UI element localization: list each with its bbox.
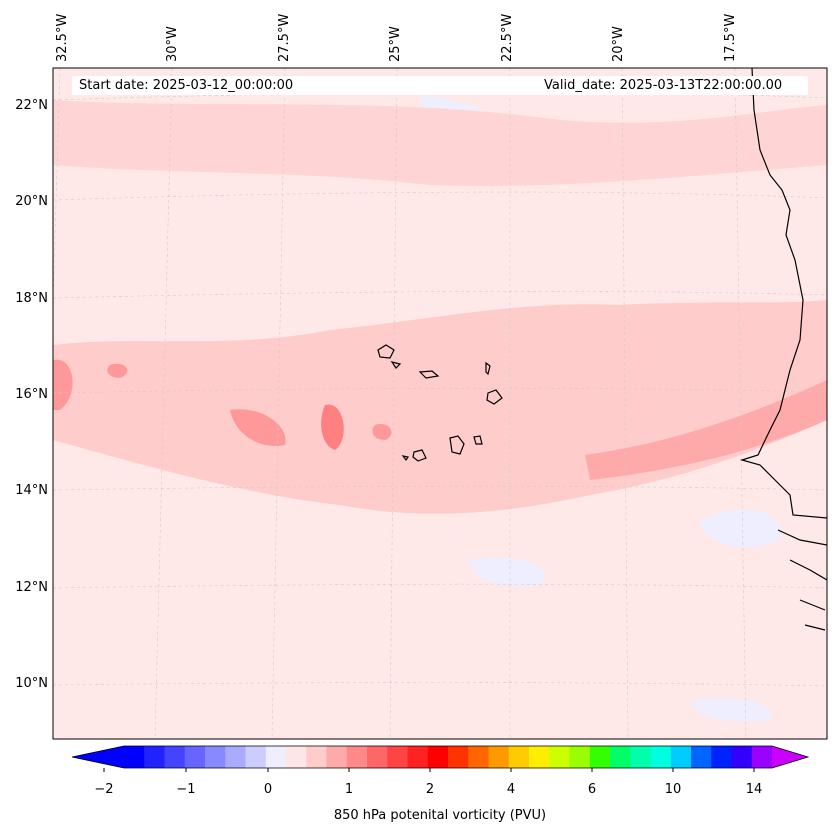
colorbar-segment bbox=[448, 746, 469, 768]
lat-label: 14°N bbox=[15, 483, 48, 498]
colorbar-segment bbox=[508, 746, 530, 768]
colorbar-segment bbox=[164, 746, 186, 768]
gridlines bbox=[53, 68, 827, 739]
colorbar-segment bbox=[650, 746, 672, 768]
lon-label: 20°W bbox=[611, 26, 626, 62]
lon-label: 17.5°W bbox=[723, 13, 738, 62]
colorbar-segment bbox=[245, 746, 267, 768]
colorbar-tick-label: −2 bbox=[94, 782, 114, 797]
pv-negative-patch bbox=[690, 698, 772, 722]
colorbar-segment bbox=[346, 746, 368, 768]
cape-verde-islands bbox=[377, 344, 503, 462]
colorbar-segment bbox=[610, 746, 631, 768]
pv-negative-patch bbox=[470, 557, 546, 587]
map-border bbox=[52, 67, 828, 740]
colorbar-segment bbox=[225, 746, 246, 768]
lat-label: 10°N bbox=[15, 676, 48, 691]
colorbar bbox=[71, 745, 810, 772]
colorbar-segment bbox=[124, 746, 145, 768]
colorbar-segment bbox=[711, 746, 732, 768]
colorbar-segment bbox=[144, 746, 165, 768]
colorbar-segment bbox=[387, 746, 408, 768]
lon-label: 27.5°W bbox=[277, 13, 292, 62]
colorbar-segment bbox=[468, 746, 489, 768]
colorbar-segment bbox=[549, 746, 570, 768]
colorbar-segment bbox=[569, 746, 591, 768]
colorbar-extend-low bbox=[72, 746, 124, 768]
lat-label: 20°N bbox=[15, 194, 48, 209]
colorbar-tick-label: 0 bbox=[263, 782, 273, 797]
lon-label: 25°W bbox=[388, 26, 403, 62]
colorbar-segment bbox=[184, 746, 206, 768]
colorbar-segment bbox=[205, 746, 226, 768]
colorbar-segment bbox=[306, 746, 327, 768]
pv-strong-patch bbox=[230, 409, 286, 446]
lon-label: 22.5°W bbox=[500, 13, 515, 62]
colorbar-segment bbox=[630, 746, 651, 768]
colorbar-segment bbox=[731, 746, 753, 768]
colorbar-tick-label: 1 bbox=[344, 782, 354, 797]
colorbar-segment bbox=[670, 746, 692, 768]
pv-strong-patch bbox=[107, 363, 128, 378]
colorbar-tick-label: 10 bbox=[664, 782, 682, 797]
colorbar-tick-label: 14 bbox=[745, 782, 763, 797]
colorbar-extend-high bbox=[772, 746, 808, 768]
lat-label: 12°N bbox=[15, 580, 48, 595]
lon-label: 30°W bbox=[165, 26, 180, 62]
lat-label: 18°N bbox=[15, 291, 48, 306]
colorbar-segment bbox=[488, 746, 510, 768]
start-date-text: Start date: 2025-03-12_00:00:00 bbox=[79, 78, 294, 93]
colorbar-outline bbox=[71, 745, 810, 769]
pv-negative-patch bbox=[700, 509, 782, 548]
colorbar-segment bbox=[691, 746, 712, 768]
colorbar-segment bbox=[265, 746, 287, 768]
lat-label: 16°N bbox=[15, 387, 48, 402]
pv-strong-band bbox=[585, 380, 827, 480]
colorbar-tick-label: 4 bbox=[506, 782, 516, 797]
colorbar-segment bbox=[367, 746, 388, 768]
colorbar-segment bbox=[286, 746, 307, 768]
colorbar-segment bbox=[589, 746, 611, 768]
colorbar-tick-label: 6 bbox=[587, 782, 597, 797]
lat-label: 22°N bbox=[15, 98, 48, 113]
colorbar-label: 850 hPa potenital vorticity (PVU) bbox=[333, 808, 547, 823]
african-coastline bbox=[777, 529, 827, 631]
pv-strong-patch bbox=[321, 404, 344, 450]
valid-date-text: Valid_date: 2025-03-13T22:00:00.00 bbox=[544, 78, 783, 93]
colorbar-segment bbox=[326, 746, 348, 768]
lon-label: 32.5°W bbox=[55, 13, 70, 62]
pv-positive-band bbox=[53, 100, 827, 186]
colorbar-segment bbox=[751, 746, 773, 768]
african-coastline bbox=[739, 68, 827, 519]
colorbar-tick-label: −1 bbox=[176, 782, 196, 797]
colorbar-segment bbox=[407, 746, 429, 768]
colorbar-segment bbox=[427, 746, 449, 768]
pv-strong-patch bbox=[372, 423, 392, 440]
colorbar-tick-label: 2 bbox=[425, 782, 435, 797]
pv-strong-patch bbox=[53, 359, 73, 410]
colorbar-segment bbox=[529, 746, 550, 768]
date-header-box bbox=[72, 76, 808, 95]
